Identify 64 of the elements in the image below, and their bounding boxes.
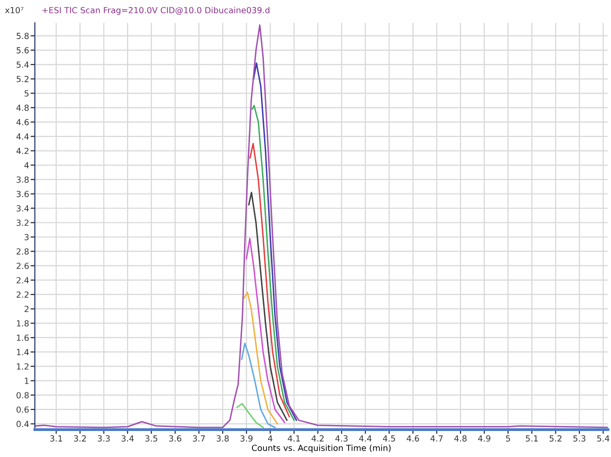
y-tick-label: 3.2 — [16, 220, 28, 226]
x-tick-label: 4.4 — [359, 435, 372, 442]
x-tick-label: 3.4 — [122, 435, 134, 442]
y-tick-label: 3.4 — [16, 205, 29, 212]
y-tick-label: 1.6 — [16, 334, 29, 341]
line-series — [248, 192, 288, 421]
y-tick-label: 1.4 — [16, 349, 29, 356]
x-tick-label: 3.7 — [192, 435, 205, 442]
y-tick-label: 2.4 — [16, 277, 29, 284]
chart-title: +ESI TIC Scan Frag=210.0V CID@10.0 Dibucaine039.d — [42, 6, 270, 15]
y-tick-label: 1 — [24, 378, 28, 384]
x-tick-label: 5.2 — [550, 435, 562, 442]
y-axis-title: x10⁷ — [5, 7, 24, 14]
y-tick-label: 3 — [24, 234, 29, 240]
x-tick-label: 3.3 — [98, 435, 110, 442]
line-series — [252, 62, 298, 421]
y-tick-label: 1.8 — [16, 320, 29, 327]
x-tick-label: 5.3 — [573, 435, 586, 442]
y-tick-label: 5 — [24, 90, 29, 97]
y-tick-label: 2.8 — [16, 248, 29, 255]
x-tick-label: 4.6 — [406, 435, 420, 442]
y-tick-label: 4.8 — [16, 104, 29, 111]
line-series — [34, 24, 608, 428]
x-tick-label: 4.7 — [430, 435, 443, 442]
y-tick-label: 2 — [24, 306, 28, 312]
y-tick-label: 4.4 — [16, 133, 29, 140]
x-tick-label: 5 — [506, 435, 510, 442]
x-tick-label: 4.1 — [288, 435, 300, 442]
y-tick-label: 5.6 — [16, 47, 29, 54]
x-tick-label: 4 — [268, 435, 272, 442]
y-tick-label: 4.6 — [16, 119, 29, 126]
x-axis-title: Counts vs. Acquisition Time (min) — [252, 444, 391, 453]
y-tick-label: 4.2 — [16, 148, 28, 154]
line-series — [246, 238, 286, 424]
x-tick-label: 4.9 — [478, 435, 490, 442]
x-tick-label: 4.3 — [335, 435, 348, 442]
y-tick-label: 3.8 — [16, 176, 29, 183]
x-tick-label: 4.2 — [312, 435, 324, 442]
x-tick-label: 3.2 — [74, 435, 86, 442]
y-tick-label: 1.2 — [16, 363, 28, 370]
y-tick-label: 2.2 — [16, 291, 28, 298]
y-tick-label: 0.8 — [16, 392, 29, 398]
x-tick-label: 4.5 — [382, 435, 396, 442]
y-tick-label: 5.8 — [16, 32, 29, 40]
y-tick-label: 2.6 — [16, 262, 29, 270]
x-tick-label: 3.8 — [216, 435, 229, 442]
line-series — [241, 342, 276, 428]
x-tick-label: 3.1 — [50, 435, 62, 442]
y-tick-label: 5.2 — [16, 76, 28, 82]
x-tick-label: 4.8 — [454, 435, 467, 442]
line-series — [252, 104, 295, 421]
x-tick-label: 3.6 — [169, 435, 182, 442]
x-tick-label: 3.9 — [240, 435, 253, 442]
y-tick-label: 0.6 — [16, 406, 29, 413]
x-tick-label: 3.5 — [145, 435, 158, 442]
y-tick-label: 0.4 — [16, 420, 29, 428]
x-tick-label: 5.4 — [597, 435, 610, 442]
line-series — [243, 292, 278, 425]
y-tick-label: 5.4 — [16, 62, 29, 68]
line-series — [236, 403, 264, 428]
y-tick-label: 4 — [24, 162, 29, 168]
line-series — [249, 142, 290, 418]
x-tick-label: 5.1 — [526, 435, 538, 442]
y-tick-label: 3.6 — [16, 190, 29, 198]
